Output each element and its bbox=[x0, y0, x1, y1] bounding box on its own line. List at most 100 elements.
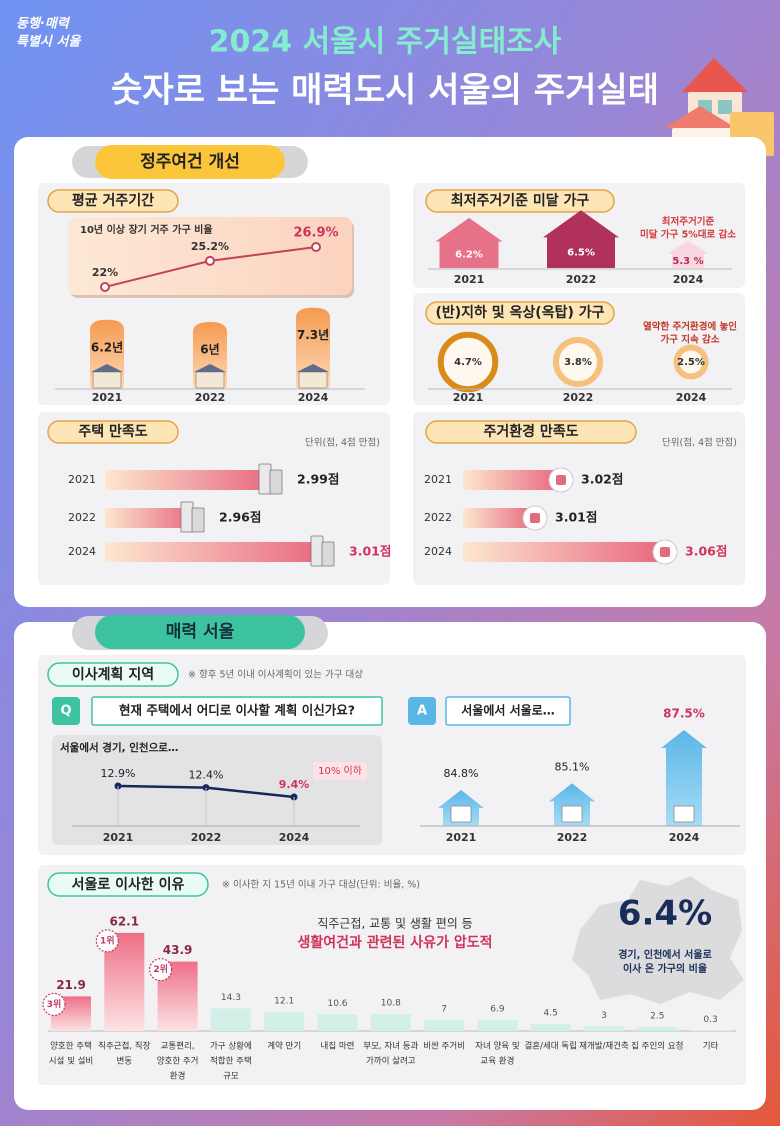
bar bbox=[105, 542, 325, 562]
callout bbox=[313, 762, 367, 780]
value-label: 87.5% bbox=[663, 707, 705, 721]
illustration-roof bbox=[664, 106, 736, 128]
value-label: 12.1 bbox=[274, 996, 294, 1006]
logo: 동행·매력 bbox=[16, 16, 71, 32]
title-pill bbox=[47, 872, 209, 897]
value-label: 3.06점 bbox=[685, 544, 727, 559]
value-label: 84.8% bbox=[444, 767, 479, 780]
note: ※ 향후 5년 이내 이사계획이 있는 가구 대상 bbox=[188, 669, 363, 681]
point bbox=[100, 282, 110, 292]
bar bbox=[530, 1023, 571, 1031]
headline: 생활여건과 관련된 사유가 압도적 bbox=[298, 934, 493, 951]
title-pill bbox=[425, 420, 637, 444]
note: ※ 이사한 지 15년 이내 가구 대상(단위: 비율, %) bbox=[222, 879, 420, 891]
value-label: 6.2% bbox=[455, 250, 483, 261]
point bbox=[311, 242, 321, 252]
panel bbox=[38, 412, 390, 585]
house-roof bbox=[91, 364, 123, 372]
category-label: 교육 환경 bbox=[480, 1056, 514, 1067]
arrow bbox=[549, 783, 595, 826]
category-label: 교통편리, bbox=[161, 1041, 195, 1052]
panel-title: 최저주거기준 미달 가구 bbox=[451, 193, 590, 209]
category-label: 자녀 양육 및 bbox=[475, 1041, 520, 1052]
value-label: 4.5 bbox=[544, 1008, 558, 1018]
year-label: 2021 bbox=[68, 473, 96, 486]
ring bbox=[552, 336, 604, 388]
value-label: 2.5% bbox=[677, 357, 705, 368]
year-label: 2022 bbox=[68, 511, 96, 524]
year-label: 2021 bbox=[454, 273, 485, 286]
bar bbox=[105, 470, 273, 490]
thumb-icon bbox=[556, 475, 566, 485]
building-icon bbox=[258, 463, 272, 495]
badge-text: A bbox=[417, 704, 427, 719]
ring bbox=[673, 344, 709, 380]
bar bbox=[317, 1014, 358, 1031]
house-roof bbox=[194, 364, 226, 372]
map-shape bbox=[572, 876, 744, 1004]
category-label: 결혼/세대 독립 bbox=[524, 1041, 577, 1052]
section-tab bbox=[95, 615, 305, 649]
value-label: 7 bbox=[441, 1004, 447, 1014]
value-label: 6.2년 bbox=[91, 340, 123, 354]
unit-note: 단위(점, 4점 만점) bbox=[305, 437, 380, 449]
note: 최저주거기준 bbox=[662, 216, 715, 228]
title-pill bbox=[47, 420, 179, 444]
year-label: 2021 bbox=[446, 831, 477, 844]
value-label: 3.02점 bbox=[581, 472, 623, 487]
category-label: 규모 bbox=[223, 1072, 239, 1082]
bar bbox=[210, 1008, 251, 1031]
q-badge bbox=[52, 697, 80, 725]
value-label: 9.4% bbox=[279, 778, 310, 791]
year-label: 2024 bbox=[676, 391, 707, 404]
value-label: 62.1 bbox=[109, 914, 139, 928]
value-label: 6.9 bbox=[490, 1005, 505, 1015]
rank-label: 3위 bbox=[47, 998, 62, 1010]
value-label: 3.8% bbox=[564, 357, 592, 368]
category-label: 비싼 주거비 bbox=[423, 1041, 465, 1052]
bar bbox=[463, 508, 535, 528]
bar bbox=[105, 508, 195, 528]
arrow bbox=[661, 730, 707, 826]
bar bbox=[463, 542, 665, 562]
house-icon bbox=[92, 371, 122, 389]
building-icon bbox=[191, 507, 205, 533]
building-icon bbox=[310, 535, 324, 567]
rank-badge bbox=[42, 992, 66, 1016]
value-label: 6.5% bbox=[567, 248, 595, 259]
value-label: 21.9 bbox=[56, 978, 86, 992]
year-label: 2024 bbox=[298, 391, 329, 404]
logo: 특별시 서울 bbox=[16, 34, 82, 50]
value-label: 43.9 bbox=[163, 943, 193, 957]
rank-badge bbox=[95, 929, 119, 953]
category-label: 부모, 자녀 등과 bbox=[363, 1042, 418, 1052]
big-value: 6.4% bbox=[618, 894, 712, 934]
category-label: 가까이 살려고 bbox=[366, 1056, 416, 1067]
caption: 경기, 인천에서 서울로 bbox=[618, 948, 712, 961]
category-label: 시설 및 설비 bbox=[49, 1056, 94, 1067]
category-label: 적합한 주택 bbox=[210, 1056, 252, 1067]
year-label: 2022 bbox=[557, 831, 588, 844]
value-label: 85.1% bbox=[555, 760, 590, 773]
year-label: 2024 bbox=[279, 831, 310, 844]
question-box bbox=[91, 696, 383, 726]
a-badge bbox=[408, 697, 436, 725]
value-label: 7.3년 bbox=[297, 328, 329, 342]
bar bbox=[463, 470, 561, 490]
badge-text: Q bbox=[60, 704, 71, 719]
illustration-roof bbox=[682, 58, 748, 92]
rank-label: 2위 bbox=[153, 963, 168, 975]
category-label: 계약 만기 bbox=[267, 1041, 301, 1052]
rank-badge bbox=[149, 958, 173, 982]
bar bbox=[370, 1013, 411, 1031]
category-label: 가구 상황에 bbox=[210, 1041, 252, 1052]
value-label: 5.3 % bbox=[672, 256, 703, 267]
thumb-icon bbox=[660, 547, 670, 557]
value-label: 12.4% bbox=[189, 769, 224, 782]
year-label: 2021 bbox=[103, 831, 134, 844]
year-label: 2022 bbox=[195, 391, 226, 404]
year-label: 2022 bbox=[563, 391, 594, 404]
panel-title: 이사계획 지역 bbox=[72, 666, 154, 683]
